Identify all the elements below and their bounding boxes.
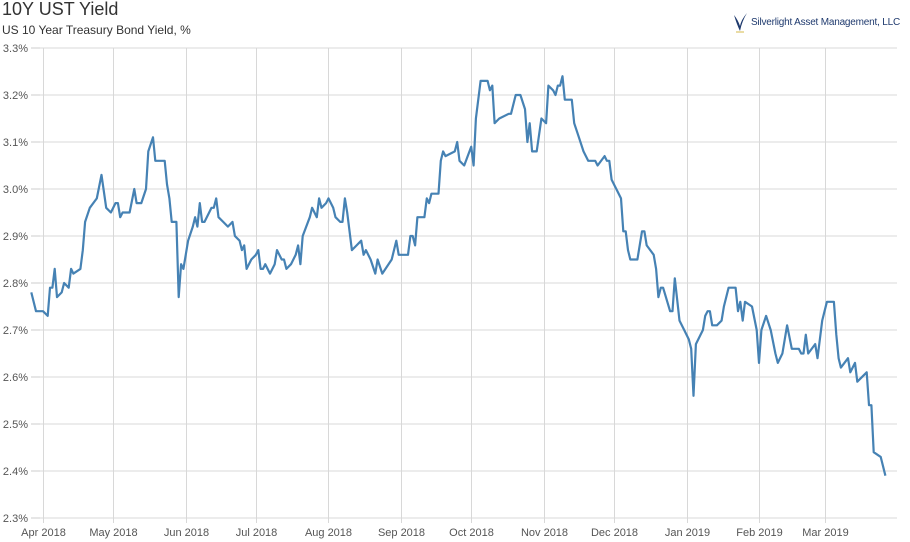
logo-swoosh-icon (733, 13, 747, 33)
grid (40, 47, 897, 523)
company-logo: Silverlight Asset Management, LLC (732, 11, 900, 33)
x-tick-label: Nov 2018 (521, 527, 568, 539)
x-tick-label: Jul 2018 (236, 527, 278, 539)
y-tick-label: 2.6% (3, 372, 28, 384)
x-tick-label: Feb 2019 (736, 527, 782, 539)
logo-text: Silverlight Asset Management, LLC (750, 16, 900, 28)
y-tick-label: 2.3% (3, 513, 28, 525)
y-tick-label: 3.3% (3, 43, 28, 55)
x-tick-label: Sep 2018 (378, 527, 425, 539)
x-tick-label: Dec 2018 (591, 527, 638, 539)
y-tick-label: 3.1% (3, 137, 28, 149)
x-tick-label: Aug 2018 (305, 527, 352, 539)
chart-subtitle: US 10 Year Treasury Bond Yield, % (2, 23, 191, 37)
x-tick-label: Jun 2018 (164, 527, 209, 539)
y-tick-label: 2.5% (3, 419, 28, 431)
x-tick-label: Mar 2019 (802, 527, 848, 539)
x-tick-label: Apr 2018 (21, 527, 66, 539)
y-tick-label: 2.9% (3, 231, 28, 243)
series-line (30, 75, 887, 476)
y-axis: 2.3% 2.4% 2.5% 2.6% 2.7% 2.8% 2.9% 3.0% 3.1% 3.2%… (3, 43, 40, 525)
x-tick-label: May 2018 (89, 527, 137, 539)
x-tick-label: Oct 2018 (449, 527, 494, 539)
chart-title: 10Y UST Yield (2, 0, 119, 19)
y-tick-label: 3.2% (3, 90, 28, 102)
y-tick-label: 3.0% (3, 184, 28, 196)
x-tick-label: Jan 2019 (665, 527, 710, 539)
y-tick-label: 2.8% (3, 278, 28, 290)
x-axis: Apr 2018 May 2018 Jun 2018 Jul 2018 Aug 2018… (21, 527, 849, 539)
y-tick-label: 2.7% (3, 325, 28, 337)
y-tick-label: 2.4% (3, 466, 28, 478)
